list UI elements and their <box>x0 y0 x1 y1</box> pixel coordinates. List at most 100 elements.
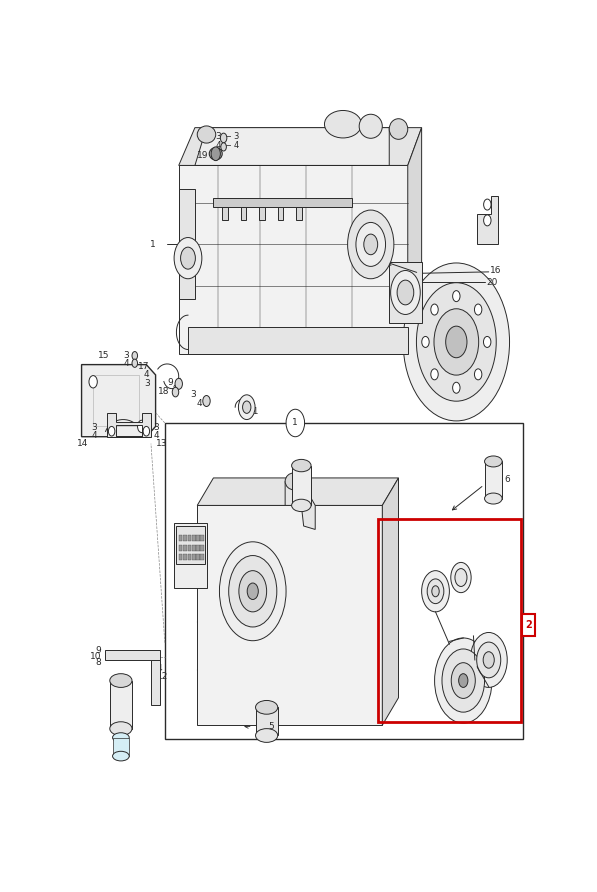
Text: 4: 4 <box>196 400 202 409</box>
Polygon shape <box>107 413 151 437</box>
Circle shape <box>470 632 507 688</box>
Text: 4: 4 <box>153 431 159 440</box>
Circle shape <box>403 263 510 421</box>
Text: 7: 7 <box>325 480 331 490</box>
Text: 4: 4 <box>91 431 97 440</box>
Ellipse shape <box>485 493 502 504</box>
Bar <box>378 519 521 722</box>
Polygon shape <box>408 128 421 354</box>
Circle shape <box>417 283 496 401</box>
Circle shape <box>435 638 492 723</box>
Text: — 3: — 3 <box>223 132 239 141</box>
Text: 1: 1 <box>293 418 298 427</box>
Ellipse shape <box>197 126 216 143</box>
Circle shape <box>286 409 304 437</box>
Text: 19: 19 <box>197 151 209 160</box>
Bar <box>485 461 501 499</box>
Ellipse shape <box>113 751 129 761</box>
Text: 4: 4 <box>123 359 129 368</box>
Ellipse shape <box>256 729 278 742</box>
Text: 8: 8 <box>96 658 101 667</box>
Text: 1: 1 <box>150 240 156 249</box>
Bar <box>93 375 140 426</box>
Ellipse shape <box>389 119 408 139</box>
Circle shape <box>143 426 150 436</box>
Text: 9: 9 <box>96 646 101 655</box>
Bar <box>179 554 183 560</box>
Text: 13: 13 <box>156 439 167 448</box>
Circle shape <box>174 237 202 278</box>
Circle shape <box>220 541 286 640</box>
Circle shape <box>180 247 195 269</box>
Circle shape <box>434 309 479 376</box>
Polygon shape <box>477 196 498 244</box>
Bar <box>256 707 278 736</box>
Circle shape <box>175 378 183 389</box>
Circle shape <box>390 270 420 315</box>
Bar <box>291 466 311 506</box>
Circle shape <box>431 368 438 380</box>
Text: 5: 5 <box>266 733 272 742</box>
Bar <box>196 554 200 560</box>
Circle shape <box>446 326 467 358</box>
Bar <box>174 523 207 588</box>
Circle shape <box>364 234 378 255</box>
Text: 16: 16 <box>490 266 501 275</box>
Polygon shape <box>82 365 156 437</box>
Circle shape <box>453 383 460 393</box>
Ellipse shape <box>291 459 311 472</box>
Circle shape <box>356 222 386 267</box>
Ellipse shape <box>485 456 502 467</box>
Polygon shape <box>188 326 408 354</box>
Bar <box>201 554 204 560</box>
Polygon shape <box>197 478 399 506</box>
Bar <box>183 535 187 541</box>
Ellipse shape <box>110 722 132 736</box>
Bar <box>179 544 183 550</box>
Text: 20: 20 <box>487 277 498 286</box>
Text: — 4: — 4 <box>223 141 239 150</box>
Circle shape <box>132 359 137 368</box>
Ellipse shape <box>113 732 129 742</box>
Circle shape <box>238 395 255 419</box>
Text: 2: 2 <box>525 620 532 630</box>
Circle shape <box>483 652 494 668</box>
Ellipse shape <box>291 500 311 512</box>
Text: 5: 5 <box>268 722 273 731</box>
Ellipse shape <box>210 147 222 160</box>
Text: 9: 9 <box>167 378 173 387</box>
Text: 12: 12 <box>157 672 168 681</box>
Circle shape <box>484 336 491 347</box>
Text: 3: 3 <box>153 423 159 432</box>
Polygon shape <box>104 649 160 660</box>
Text: 10: 10 <box>90 652 101 661</box>
Bar <box>113 738 129 756</box>
Circle shape <box>484 215 491 226</box>
Circle shape <box>221 143 226 151</box>
Circle shape <box>109 426 115 436</box>
Circle shape <box>455 568 467 586</box>
Text: 3: 3 <box>216 132 221 141</box>
Bar <box>177 526 205 564</box>
Text: 3: 3 <box>144 378 150 388</box>
Polygon shape <box>195 128 389 165</box>
Circle shape <box>173 387 179 397</box>
Circle shape <box>239 571 267 612</box>
Polygon shape <box>151 660 160 705</box>
Polygon shape <box>179 165 408 354</box>
Bar <box>259 207 265 220</box>
Text: 3: 3 <box>190 390 196 399</box>
Circle shape <box>229 556 277 627</box>
Text: 4: 4 <box>144 370 150 379</box>
Circle shape <box>476 642 501 678</box>
Polygon shape <box>285 482 315 530</box>
Bar <box>196 535 200 541</box>
Circle shape <box>137 420 146 433</box>
Circle shape <box>431 304 438 315</box>
Text: 3: 3 <box>91 423 97 432</box>
Text: 14: 14 <box>77 439 88 448</box>
Circle shape <box>242 401 251 413</box>
Bar <box>192 544 196 550</box>
Bar <box>183 554 187 560</box>
Bar <box>187 535 191 541</box>
